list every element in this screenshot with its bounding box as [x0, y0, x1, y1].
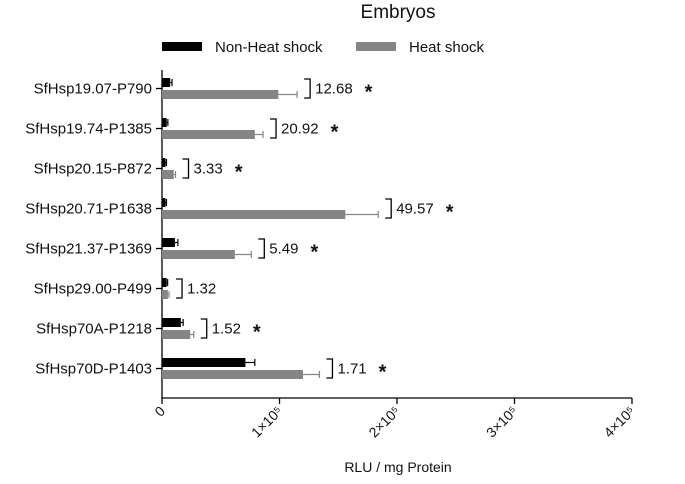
fold-change-bracket: [385, 198, 392, 219]
fold-change-bracket: [200, 318, 208, 339]
fold-change-label: 1.52: [212, 321, 241, 338]
y-tick-label: SfHsp20.71-P1638: [25, 201, 152, 218]
legend-label-non-heat-shock: Non-Heat shock: [215, 39, 323, 56]
significance-marker: *: [253, 322, 261, 344]
bar-heat-shock: [162, 370, 303, 379]
x-tick-label: 4×10⁵: [600, 403, 638, 441]
significance-marker: *: [365, 82, 373, 104]
legend-swatch-non-heat-shock: [162, 42, 202, 51]
fold-change-label: 20.92: [281, 121, 319, 138]
fold-change-bracket: [326, 358, 334, 379]
bar-non-heat-shock: [162, 158, 166, 167]
fold-change-bracket: [304, 78, 311, 99]
chart-title: Embryos: [361, 2, 436, 23]
bar-non-heat-shock: [162, 198, 166, 207]
bar-non-heat-shock: [162, 118, 167, 127]
bar-heat-shock: [162, 290, 168, 299]
y-tick-label: SfHsp29.00-P499: [34, 281, 152, 298]
fold-change-label: 1.32: [187, 281, 216, 298]
legend: Non-Heat shock Heat shock: [162, 39, 485, 56]
legend-swatch-heat-shock: [356, 42, 396, 51]
fold-change-bracket: [176, 278, 183, 299]
significance-marker: *: [311, 242, 319, 264]
fold-change-label: 1.71: [337, 361, 366, 378]
significance-marker: *: [235, 162, 243, 184]
significance-marker: *: [331, 122, 339, 144]
legend-label-heat-shock: Heat shock: [409, 39, 485, 56]
significance-marker: *: [446, 202, 454, 224]
bar-heat-shock: [162, 90, 279, 99]
y-tick-label: SfHsp70A-P1218: [36, 321, 152, 338]
y-tick-label: SfHsp19.74-P1385: [25, 121, 152, 138]
x-tick-label: 1×10⁵: [248, 403, 286, 441]
bar-non-heat-shock: [162, 238, 175, 247]
fold-change-label: 5.49: [269, 241, 298, 258]
fold-change-label: 12.68: [315, 81, 353, 98]
bar-heat-shock: [162, 210, 346, 219]
bar-heat-shock: [162, 130, 255, 139]
x-axis-label: RLU / mg Protein: [344, 459, 451, 475]
fold-change-label: 3.33: [194, 161, 223, 178]
x-tick-label: 2×10⁵: [365, 403, 403, 441]
x-tick-label: 0: [151, 403, 168, 420]
bar-non-heat-shock: [162, 78, 171, 87]
y-tick-label: SfHsp70D-P1403: [35, 361, 152, 378]
y-tick-label: SfHsp21.37-P1369: [25, 241, 152, 258]
fold-change-label: 49.57: [396, 201, 434, 218]
x-tick-label: 3×10⁵: [483, 403, 521, 441]
fold-change-bracket: [270, 118, 277, 139]
bar-heat-shock: [162, 330, 191, 339]
fold-change-bracket: [258, 238, 265, 259]
fold-change-bracket: [182, 158, 190, 179]
bar-non-heat-shock: [162, 278, 167, 287]
y-tick-label: SfHsp19.07-P790: [34, 81, 152, 98]
bar-heat-shock: [162, 170, 174, 179]
y-tick-label: SfHsp20.15-P872: [34, 161, 152, 178]
plot-area: 0 1×10⁵ 2×10⁵ 3×10⁵ 4×10⁵ SfHsp19.07-P790 12.6…: [25, 70, 638, 441]
bar-heat-shock: [162, 250, 235, 259]
bar-non-heat-shock: [162, 358, 246, 367]
bar-non-heat-shock: [162, 318, 181, 327]
significance-marker: *: [379, 362, 387, 384]
